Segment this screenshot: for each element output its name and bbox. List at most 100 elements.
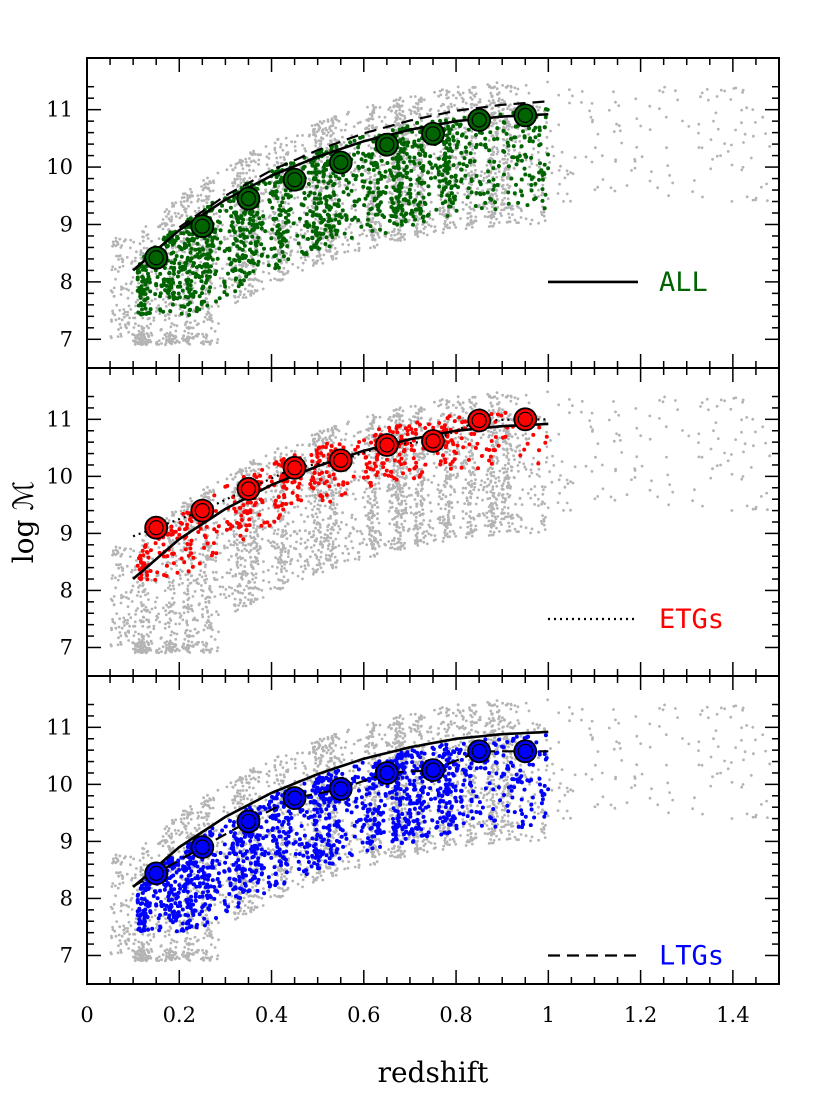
data-point (445, 193, 450, 198)
background-point (487, 210, 491, 214)
background-point (461, 91, 465, 95)
background-point (245, 240, 249, 244)
data-point (421, 219, 426, 224)
background-point (153, 297, 157, 301)
background-point (121, 258, 125, 262)
background-point (421, 223, 425, 226)
data-point (188, 283, 193, 288)
background-point (357, 246, 361, 250)
background-point (262, 261, 265, 265)
data-point (337, 176, 341, 181)
background-point (133, 312, 137, 315)
data-point (233, 277, 238, 282)
data-point (193, 254, 198, 259)
background-point (274, 151, 278, 155)
data-point (394, 155, 399, 160)
background-point (468, 88, 471, 92)
data-point (255, 262, 260, 267)
background-point (730, 163, 734, 167)
background-point (425, 221, 429, 224)
background-point (231, 168, 235, 172)
data-point (444, 146, 449, 150)
background-point (149, 322, 153, 326)
binned-marker-core (194, 218, 210, 234)
background-point (164, 343, 167, 347)
data-point (513, 124, 518, 129)
background-point (317, 139, 321, 143)
data-point (399, 219, 404, 224)
data-point (205, 204, 210, 209)
background-point (613, 498, 617, 502)
background-point (321, 128, 325, 132)
data-point (487, 179, 491, 184)
background-point (118, 308, 122, 312)
background-point (515, 221, 519, 225)
data-point (304, 220, 309, 224)
background-point (375, 552, 379, 556)
background-point (366, 215, 369, 219)
background-point (133, 343, 137, 346)
background-point (438, 209, 442, 213)
data-point (356, 145, 361, 150)
data-point (501, 128, 506, 133)
background-point (211, 189, 215, 193)
background-point (233, 181, 237, 185)
background-point (289, 236, 292, 239)
data-point (236, 284, 241, 289)
data-point (247, 247, 252, 252)
background-point (170, 224, 174, 228)
background-point (509, 89, 513, 93)
data-point (360, 164, 365, 169)
background-point (202, 179, 206, 182)
background-point (569, 171, 572, 174)
background-point (365, 234, 369, 238)
data-point (379, 176, 384, 181)
background-point (218, 276, 222, 280)
data-point (351, 173, 356, 178)
data-point (143, 292, 148, 296)
data-point (491, 187, 496, 192)
data-point (281, 254, 286, 259)
background-point (374, 230, 377, 234)
background-point (537, 188, 540, 192)
background-point (145, 332, 149, 335)
background-point (119, 326, 123, 329)
data-point (165, 243, 170, 248)
background-point (140, 325, 144, 328)
background-point (617, 104, 621, 107)
background-point (497, 479, 501, 483)
background-point (350, 207, 354, 210)
data-point (399, 222, 404, 227)
y-tick-label: 10 (46, 155, 73, 179)
background-point (239, 171, 242, 175)
background-point (464, 168, 468, 172)
data-point (304, 212, 309, 217)
background-point (401, 109, 404, 113)
background-point (396, 232, 399, 236)
background-point (464, 203, 468, 207)
background-point (548, 161, 551, 164)
data-point (495, 126, 500, 131)
background-point (400, 104, 404, 108)
background-point (437, 94, 440, 98)
data-point (371, 168, 376, 172)
background-point (330, 117, 334, 120)
background-point (765, 182, 768, 186)
data-point (540, 187, 545, 192)
background-point (495, 87, 499, 91)
background-point (289, 250, 293, 254)
background-point (596, 132, 600, 136)
background-point (478, 98, 482, 101)
data-point (527, 126, 531, 131)
background-point (127, 330, 130, 334)
background-point (232, 234, 236, 238)
data-point (260, 252, 264, 257)
data-point (329, 205, 333, 210)
background-point (425, 233, 429, 237)
background-point (110, 320, 113, 323)
background-point (328, 248, 331, 252)
background-point (506, 107, 509, 110)
background-point (204, 292, 208, 296)
background-point (277, 269, 280, 273)
data-point (204, 274, 209, 279)
